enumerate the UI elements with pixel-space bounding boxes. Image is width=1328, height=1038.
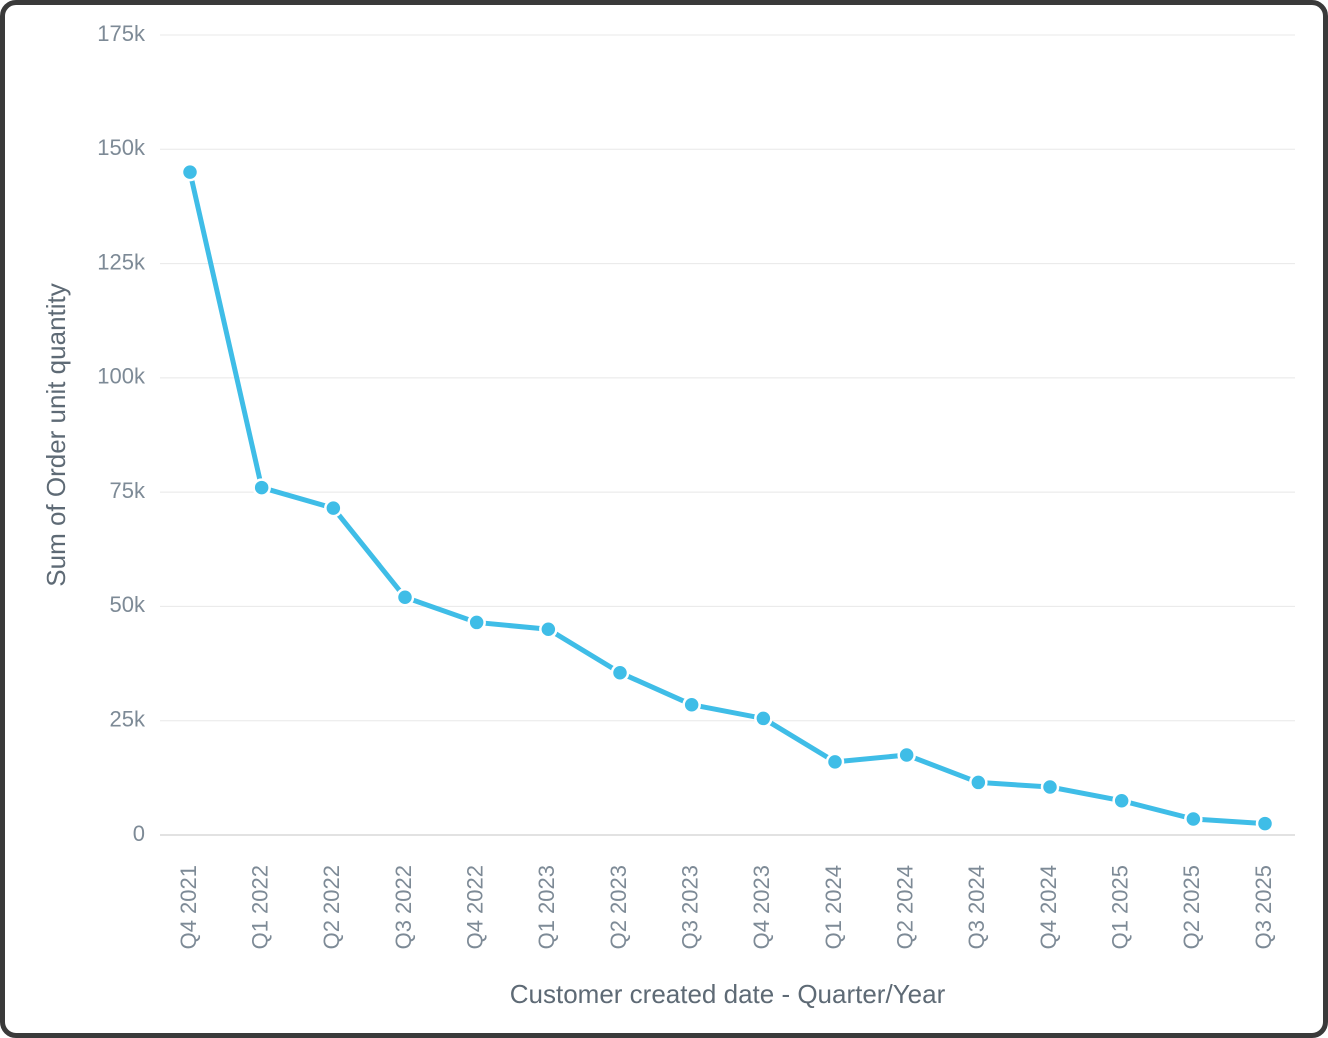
y-tick-label: 0	[133, 821, 145, 846]
data-point[interactable]	[1114, 793, 1130, 809]
x-tick-label: Q3 2023	[677, 865, 702, 949]
data-point[interactable]	[970, 774, 986, 790]
x-tick-label: Q4 2024	[1036, 865, 1061, 949]
y-tick-label: 150k	[97, 135, 146, 160]
x-tick-label: Q1 2024	[821, 865, 846, 949]
data-point[interactable]	[182, 164, 198, 180]
data-point[interactable]	[1257, 816, 1273, 832]
y-tick-label: 50k	[110, 592, 146, 617]
data-point[interactable]	[1185, 811, 1201, 827]
x-tick-label: Q4 2021	[176, 865, 201, 949]
y-tick-label: 75k	[110, 478, 146, 503]
data-point[interactable]	[899, 747, 915, 763]
y-tick-label: 125k	[97, 249, 146, 274]
chart-frame: 0 25k 50k 75k 100k 125k 150k 175k Q4 2021 Q1 2022…	[0, 0, 1328, 1038]
y-tick-label: 25k	[110, 707, 146, 732]
line-chart: 0 25k 50k 75k 100k 125k 150k 175k Q4 2021 Q1 2022…	[5, 5, 1323, 1033]
data-point[interactable]	[827, 754, 843, 770]
data-point[interactable]	[469, 614, 485, 630]
data-point[interactable]	[254, 480, 270, 496]
x-tick-label: Q2 2023	[606, 865, 631, 949]
data-point[interactable]	[755, 710, 771, 726]
y-axis-title: Sum of Order unit quantity	[41, 283, 71, 586]
x-tick-label: Q3 2022	[391, 865, 416, 949]
data-point[interactable]	[684, 697, 700, 713]
data-point[interactable]	[1042, 779, 1058, 795]
data-point[interactable]	[540, 621, 556, 637]
data-point[interactable]	[325, 500, 341, 516]
x-tick-label: Q1 2025	[1107, 865, 1132, 949]
x-tick-label: Q2 2025	[1179, 865, 1204, 949]
x-tick-label: Q1 2023	[534, 865, 559, 949]
x-axis-title: Customer created date - Quarter/Year	[510, 979, 946, 1009]
x-tick-label: Q4 2023	[749, 865, 774, 949]
x-tick-label: Q2 2022	[319, 865, 344, 949]
y-tick-label: 175k	[97, 21, 146, 46]
x-tick-label: Q2 2024	[892, 865, 917, 949]
data-line	[190, 172, 1265, 823]
x-tick-label: Q4 2022	[462, 865, 487, 949]
x-tick-label: Q1 2022	[247, 865, 272, 949]
y-tick-label: 100k	[97, 364, 146, 389]
data-point[interactable]	[397, 589, 413, 605]
x-tick-label: Q3 2025	[1251, 865, 1276, 949]
x-tick-label: Q3 2024	[964, 865, 989, 949]
data-point[interactable]	[612, 665, 628, 681]
